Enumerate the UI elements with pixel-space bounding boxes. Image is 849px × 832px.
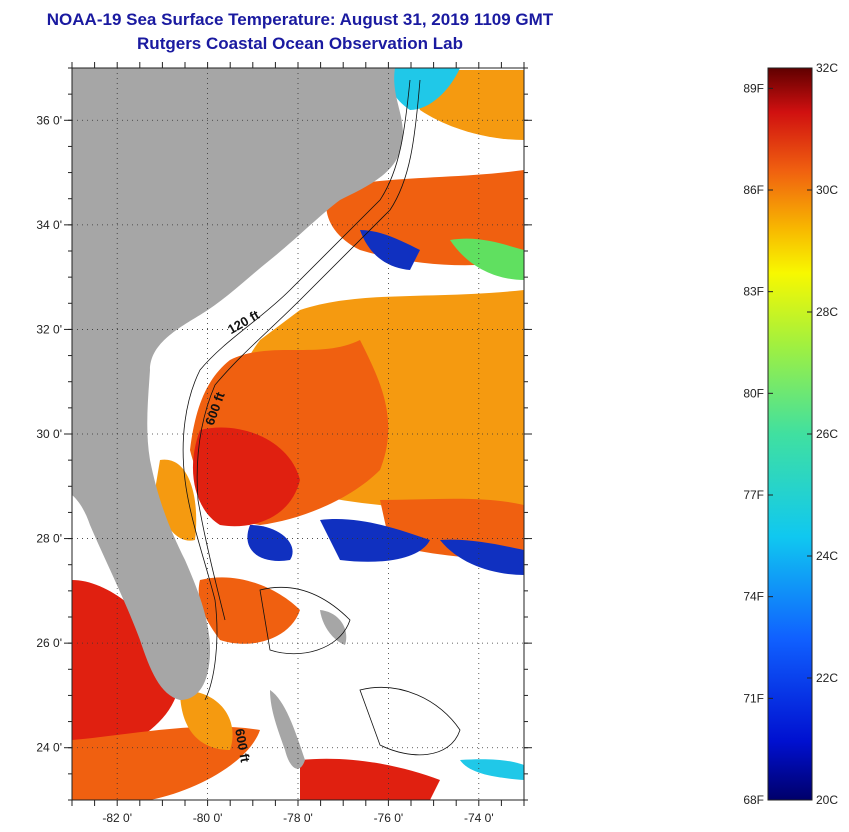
colorbar-c-label: 28C [816,305,838,319]
colorbar-f-label: 80F [743,386,764,400]
axis-ticks [64,62,532,806]
longitude-labels: -82 0' -80 0' -78 0' -76 0' -74 0' [102,811,493,825]
lat-label: 28 0' [36,532,62,546]
graticule [72,68,524,800]
lat-label: 26 0' [36,636,62,650]
colorbar-f-label: 86F [743,183,764,197]
colorbar-c-label: 20C [816,793,838,807]
colorbar-c-label: 22C [816,671,838,685]
colorbar-f-label: 83F [743,285,764,299]
colorbar-fahrenheit-labels: 89F 86F 83F 80F 77F 74F 71F 68F [743,81,773,807]
colorbar-f-label: 71F [743,691,764,705]
contour-label-600ft-south: 600 ft [232,727,253,764]
depth-contours [182,79,461,756]
colorbar-c-label: 30C [816,183,838,197]
colorbar-f-label: 89F [743,81,764,95]
colorbar-f-label: 68F [743,793,764,807]
colorbar-f-label: 74F [743,590,764,604]
lon-label: -82 0' [102,811,132,825]
land-mass [72,68,403,700]
colorbar-celsius-labels: 32C 30C 28C 26C 24C 22C 20C [807,61,838,807]
latitude-labels: 36 0' 34 0' 32 0' 30 0' 28 0' 26 0' 24 0' [36,113,62,754]
lat-label: 36 0' [36,113,62,127]
lat-label: 30 0' [36,427,62,441]
lon-label: -76 0' [374,811,404,825]
lat-label: 32 0' [36,322,62,336]
lat-label: 34 0' [36,218,62,232]
map-title: NOAA-19 Sea Surface Temperature: August … [46,10,554,29]
colorbar-c-label: 26C [816,427,838,441]
colorbar-c-label: 24C [816,549,838,563]
lon-label: -80 0' [193,811,223,825]
map-subtitle: Rutgers Coastal Ocean Observation Lab [137,34,463,53]
lon-label: -74 0' [464,811,494,825]
colorbar [767,67,813,801]
colorbar-c-label: 32C [816,61,838,75]
colorbar-f-label: 77F [743,488,764,502]
lat-label: 24 0' [36,741,62,755]
lon-label: -78 0' [283,811,313,825]
